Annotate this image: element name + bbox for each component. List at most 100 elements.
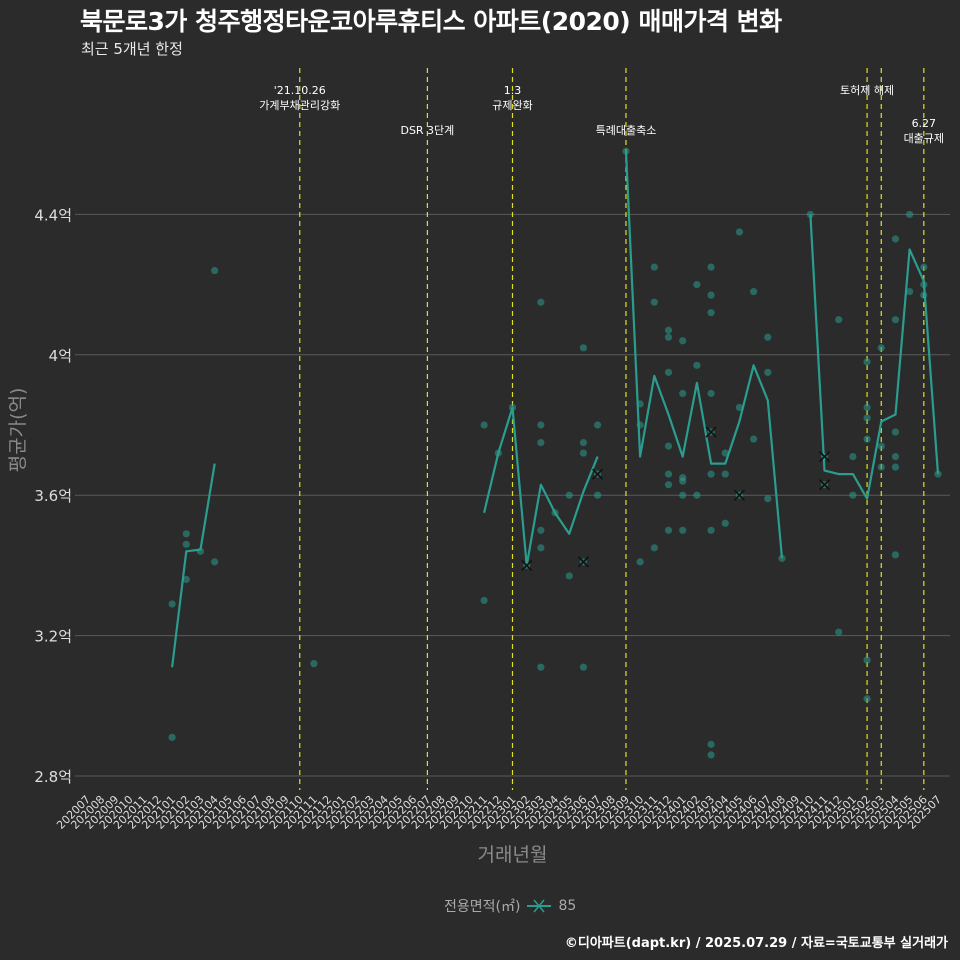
data-point — [849, 491, 857, 499]
data-point — [750, 435, 758, 443]
data-point — [891, 551, 900, 559]
data-point — [579, 449, 588, 457]
series-line — [171, 463, 216, 668]
data-point — [565, 491, 573, 499]
event-label: 1.3 — [504, 84, 522, 97]
data-point — [664, 470, 673, 478]
data-point — [664, 333, 673, 341]
data-point — [693, 281, 701, 289]
data-point — [679, 526, 687, 534]
event-label: '21.10.26 — [274, 84, 326, 97]
cancelled-marker — [592, 468, 604, 480]
data-point — [835, 316, 843, 324]
data-point — [211, 266, 219, 275]
y-tick-label: 3.6억 — [34, 487, 72, 505]
cancelled-marker — [705, 426, 717, 438]
data-point — [849, 452, 857, 461]
data-point — [707, 740, 715, 748]
y-tick-label: 4.4억 — [34, 206, 72, 224]
legend: 전용면적(㎡) 85 — [444, 896, 576, 916]
data-point — [707, 389, 715, 398]
event-label: 대출규제 — [904, 132, 944, 145]
data-point — [906, 288, 914, 296]
event-label: 토허제 해제 — [840, 83, 894, 97]
x-axis-label: 거래년월 — [478, 844, 548, 866]
data-point — [664, 442, 673, 450]
event-label: 규제완화 — [492, 99, 532, 112]
data-point — [877, 344, 885, 352]
y-axis-label: 평균가(억) — [7, 388, 29, 473]
event-label: 6.27 — [912, 117, 937, 130]
y-tick-label: 2.8억 — [34, 768, 72, 786]
data-point — [594, 421, 602, 429]
data-point — [735, 228, 744, 236]
data-point — [735, 403, 744, 412]
data-point — [679, 477, 687, 485]
data-point — [664, 326, 673, 334]
data-point — [934, 470, 942, 478]
data-point — [693, 491, 701, 499]
data-point — [480, 421, 488, 429]
series-line — [483, 406, 599, 567]
data-point — [764, 495, 772, 503]
chart-title: 북문로3가 청주행정타운코아루휴티스 아파트(2020) 매매가격 변화 — [80, 7, 782, 36]
data-point — [650, 298, 658, 306]
data-point — [579, 663, 588, 671]
data-point — [537, 421, 545, 429]
data-point — [877, 442, 885, 450]
data-point — [891, 316, 900, 324]
y-tick-label: 3.2억 — [34, 628, 72, 646]
cancelled-marker — [818, 479, 831, 491]
data-point — [891, 463, 900, 471]
data-point — [565, 572, 573, 580]
data-point — [721, 449, 729, 457]
data-point — [679, 491, 687, 499]
data-point — [707, 291, 715, 299]
data-point — [636, 558, 644, 566]
data-point — [891, 428, 900, 436]
data-point — [182, 540, 190, 548]
data-point — [764, 333, 772, 341]
cancelled-marker — [521, 559, 533, 571]
data-point — [721, 519, 729, 527]
data-point — [707, 309, 715, 317]
legend-title: 전용면적(㎡) — [444, 899, 521, 915]
data-point — [863, 435, 871, 443]
data-point — [537, 438, 545, 447]
data-point — [863, 414, 871, 422]
series-line — [624, 151, 784, 559]
chart-subtitle: 최근 5개년 한정 — [81, 40, 183, 58]
data-point — [764, 368, 772, 376]
data-point — [721, 470, 729, 478]
footer-credit: ©디아파트(dapt.kr) / 2025.07.29 / 자료=국토교통부 실… — [564, 936, 948, 951]
data-point — [480, 596, 488, 605]
data-point — [168, 600, 176, 608]
data-point — [920, 263, 928, 271]
data-point — [650, 544, 658, 552]
data-point — [310, 660, 318, 668]
data-point — [863, 695, 871, 703]
data-point — [679, 337, 687, 345]
data-point — [693, 361, 701, 369]
data-point — [863, 358, 871, 366]
data-point — [707, 263, 715, 271]
data-point — [707, 526, 715, 534]
data-point — [877, 463, 885, 471]
data-point — [211, 558, 219, 566]
data-point — [579, 438, 588, 447]
data-point — [664, 481, 673, 489]
data-point — [863, 656, 871, 664]
data-point — [891, 452, 900, 461]
data-point — [891, 235, 900, 243]
data-point — [168, 733, 176, 741]
series-line — [809, 214, 940, 500]
data-point — [537, 544, 545, 552]
data-point — [707, 751, 715, 759]
data-point — [182, 575, 190, 584]
event-label: DSR 3단계 — [400, 124, 454, 137]
cancelled-marker — [733, 489, 745, 501]
legend-key-icon — [527, 899, 552, 913]
data-point — [750, 288, 758, 296]
data-point — [537, 526, 545, 534]
